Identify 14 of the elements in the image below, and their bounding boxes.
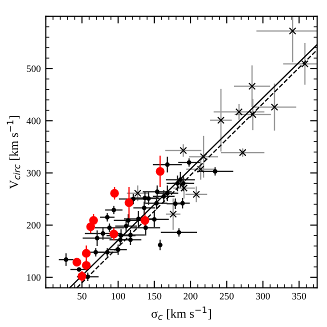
y-tick-label: 400 xyxy=(26,118,41,124)
y-tick-label: 100 xyxy=(27,274,41,281)
x-tick-label: 50 xyxy=(78,292,86,300)
x-tick-label: 100 xyxy=(112,292,126,300)
x-tick-label: 150 xyxy=(148,292,162,300)
x-tick-label: 300 xyxy=(256,292,270,300)
x-tick-label: 200 xyxy=(184,292,198,300)
y-axis-title: V$_{circ}$ [km s$^{−1}$] xyxy=(6,116,20,189)
y-tick-label: 200 xyxy=(26,222,41,229)
x-axis-title: σ$_{c}$ [km s$^{−1}$] xyxy=(152,306,211,320)
y-tick-label: 500 xyxy=(26,65,41,72)
y-tick-label: 300 xyxy=(26,170,41,176)
x-tick-label: 250 xyxy=(220,292,234,300)
x-tick-label: 350 xyxy=(292,292,306,300)
